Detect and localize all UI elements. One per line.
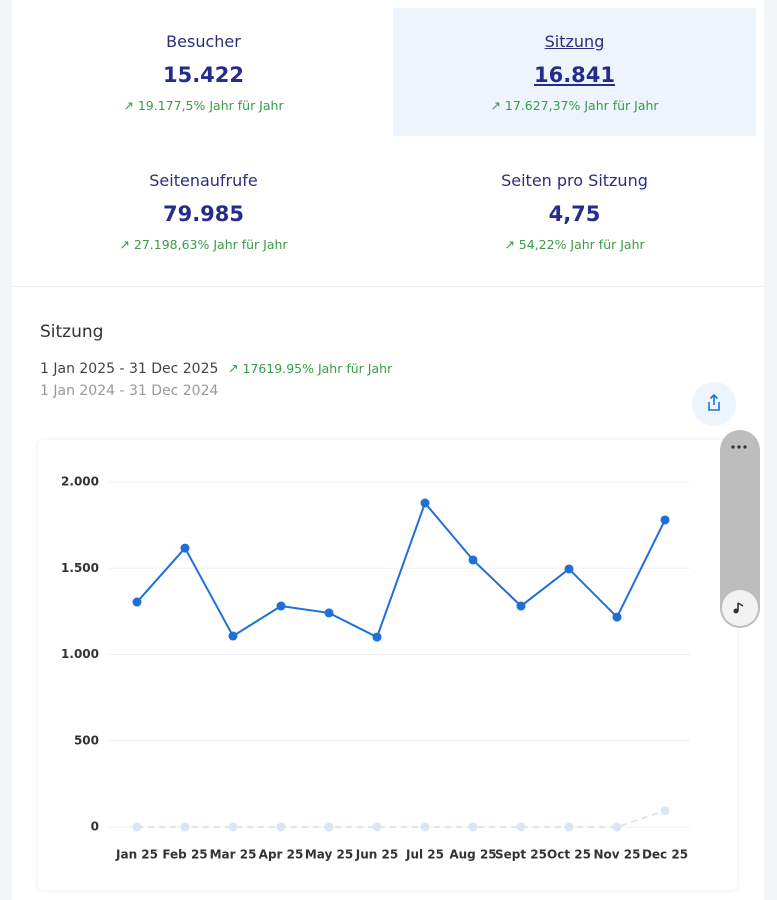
data-point (324, 822, 334, 832)
metric-card[interactable]: Seiten pro Sitzung 4,75 ↗ 54,22% Jahr fü… (393, 147, 756, 275)
data-point (420, 498, 430, 508)
metric-change-text: 19.177,5% Jahr für Jahr (137, 98, 284, 113)
x-tick-label: May 25 (305, 848, 353, 862)
x-tick-label: Nov 25 (594, 848, 641, 862)
data-point (468, 822, 478, 832)
x-tick-label: Feb 25 (162, 848, 207, 862)
section-title: Sitzung (40, 322, 103, 342)
range-change-text: 17619.95% Jahr für Jahr (242, 361, 393, 376)
metric-card[interactable]: Sitzung 16.841 ↗ 17.627,37% Jahr für Jah… (393, 8, 756, 136)
data-point (180, 822, 190, 832)
data-point (564, 564, 574, 574)
metric-card[interactable]: Seitenaufrufe 79.985 ↗ 27.198,63% Jahr f… (22, 147, 385, 275)
chart-card (38, 440, 737, 890)
metric-change: ↗ 19.177,5% Jahr für Jahr (123, 98, 284, 113)
share-button[interactable] (692, 382, 736, 426)
metric-change: ↗ 54,22% Jahr für Jahr (504, 237, 645, 252)
metric-value: 15.422 (162, 63, 245, 87)
data-point (660, 806, 670, 816)
x-tick-label: Jan 25 (115, 848, 158, 862)
data-point (324, 608, 334, 618)
metric-value: 79.985 (162, 202, 245, 226)
previous-range: 1 Jan 2024 - 31 Dec 2024 (40, 383, 218, 399)
metric-label: Seitenaufrufe (149, 171, 258, 190)
floating-toolbar[interactable] (720, 430, 760, 628)
divider (12, 286, 764, 287)
music-icon-dot (733, 608, 739, 614)
x-tick-label: Jul 25 (405, 848, 444, 862)
data-point (660, 515, 670, 525)
x-tick-label: Oct 25 (547, 848, 591, 862)
data-point (420, 822, 430, 832)
metric-change-text: 54,22% Jahr für Jahr (518, 237, 645, 252)
data-point (468, 555, 478, 565)
x-tick-label: Mar 25 (210, 848, 257, 862)
data-point (132, 597, 142, 607)
data-point (132, 822, 142, 832)
x-tick-label: Aug 25 (449, 848, 496, 862)
music-button[interactable] (722, 590, 758, 626)
dot (737, 445, 741, 449)
data-point (180, 543, 190, 553)
series-line (137, 809, 666, 828)
y-tick-label: 0 (91, 820, 99, 834)
data-point (516, 822, 526, 832)
y-tick-label: 2.000 (61, 475, 99, 489)
dot (731, 445, 735, 449)
dot (743, 445, 747, 449)
x-tick-label: Dec 25 (642, 848, 688, 862)
toolbar-bg (720, 430, 760, 628)
data-point (516, 601, 526, 611)
data-point (228, 631, 238, 641)
x-tick-label: Jun 25 (355, 848, 398, 862)
x-tick-label: Sept 25 (495, 848, 547, 862)
data-point (612, 612, 622, 622)
metric-value: 16.841 (533, 63, 616, 87)
metric-label: Sitzung (544, 32, 605, 51)
metric-label: Seiten pro Sitzung (501, 171, 648, 190)
metric-change-text: 27.198,63% Jahr für Jahr (133, 237, 288, 252)
data-point (228, 822, 238, 832)
plot-area: 0 500 1.000 1.500 2.000 Jan 25 Feb 25 Mar 25 Apr… (61, 475, 690, 862)
y-tick-label: 1.500 (61, 561, 99, 575)
metric-value: 4,75 (548, 202, 601, 226)
current-range: 1 Jan 2025 - 31 Dec 2025 (40, 361, 218, 377)
y-tick-label: 1.000 (61, 647, 99, 661)
data-point (564, 822, 574, 832)
share-icon (708, 393, 720, 411)
data-point (276, 822, 286, 832)
data-point (372, 632, 382, 642)
metric-card[interactable]: Besucher 15.422 ↗ 19.177,5% Jahr für Jah… (22, 8, 385, 136)
metric-change: ↗ 17.627,37% Jahr für Jahr (490, 98, 659, 113)
y-tick-label: 500 (74, 733, 99, 747)
data-point (612, 822, 622, 832)
data-point (276, 601, 286, 611)
series-line (136, 501, 666, 639)
data-point (372, 822, 382, 832)
metric-label: Besucher (166, 32, 241, 51)
x-tick-label: Apr 25 (259, 848, 304, 862)
metric-change-text: 17.627,37% Jahr für Jahr (504, 98, 659, 113)
metric-change: ↗ 27.198,63% Jahr für Jahr (119, 237, 288, 252)
range-change: ↗ 17619.95% Jahr für Jahr (228, 361, 393, 376)
